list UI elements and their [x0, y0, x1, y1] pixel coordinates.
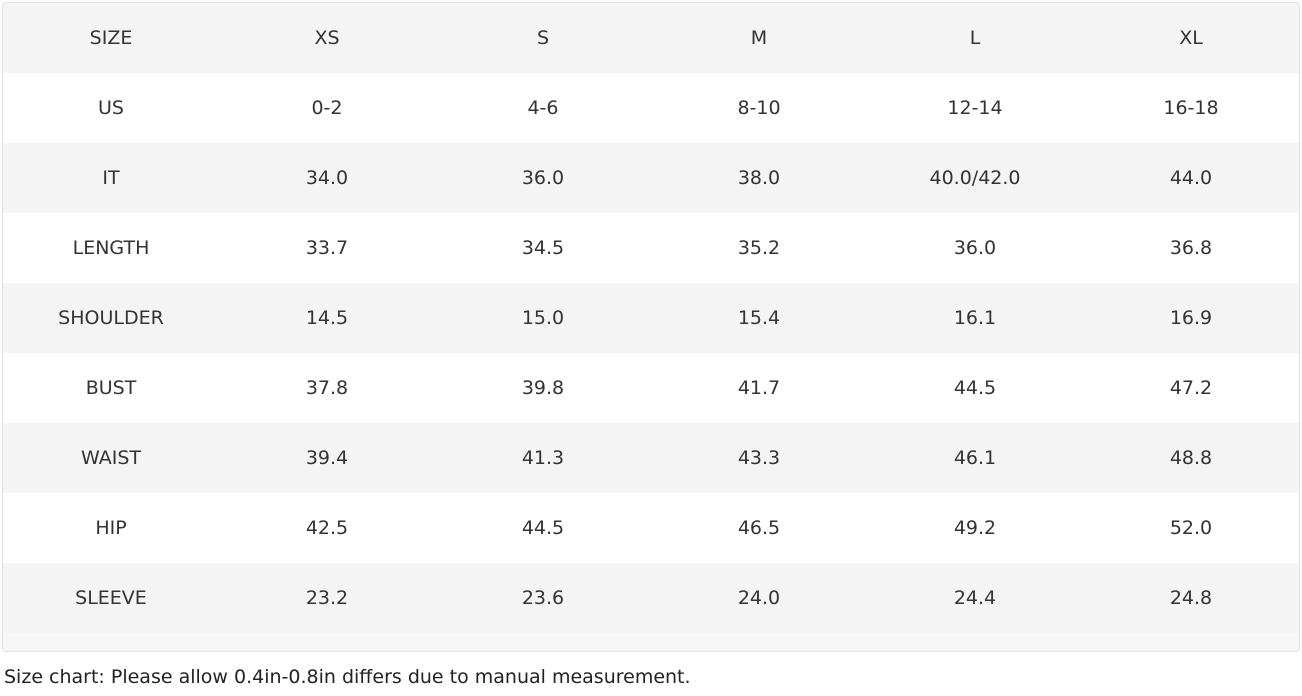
table-row: HIP 42.5 44.5 46.5 49.2 52.0 — [3, 493, 1299, 563]
cell: 14.5 — [219, 283, 435, 353]
table-row: BUST 37.8 39.8 41.7 44.5 47.2 — [3, 353, 1299, 423]
cell: 47.2 — [1083, 353, 1299, 423]
cell: 43.3 — [651, 423, 867, 493]
row-label: BUST — [3, 353, 219, 423]
cell: 44.5 — [867, 353, 1083, 423]
row-label: SHOULDER — [3, 283, 219, 353]
cell: 46.5 — [651, 493, 867, 563]
cell: 38.0 — [651, 143, 867, 213]
cell: 16.9 — [1083, 283, 1299, 353]
cell: 39.8 — [435, 353, 651, 423]
cell: XL — [1083, 3, 1299, 73]
cell: L — [867, 3, 1083, 73]
cell: 40.0/42.0 — [867, 143, 1083, 213]
table-row: SHOULDER 14.5 15.0 15.4 16.1 16.9 — [3, 283, 1299, 353]
cell: XS — [219, 3, 435, 73]
cell: 49.2 — [867, 493, 1083, 563]
table-row: LENGTH 33.7 34.5 35.2 36.0 36.8 — [3, 213, 1299, 283]
table-row: US 0-2 4-6 8-10 12-14 16-18 — [3, 73, 1299, 143]
cell: 4-6 — [435, 73, 651, 143]
cell: 52.0 — [1083, 493, 1299, 563]
cell: 23.6 — [435, 563, 651, 633]
cell: 33.7 — [219, 213, 435, 283]
cell: 35.2 — [651, 213, 867, 283]
cell: 36.8 — [1083, 213, 1299, 283]
cell: 37.8 — [219, 353, 435, 423]
cell: 16.1 — [867, 283, 1083, 353]
cell: 24.4 — [867, 563, 1083, 633]
cell: 46.1 — [867, 423, 1083, 493]
caption: Size chart: Please allow 0.4in-0.8in dif… — [4, 666, 691, 688]
cell: 34.5 — [435, 213, 651, 283]
cell: 41.3 — [435, 423, 651, 493]
row-label: SIZE — [3, 3, 219, 73]
cell: 15.0 — [435, 283, 651, 353]
row-label: WAIST — [3, 423, 219, 493]
cell: 39.4 — [219, 423, 435, 493]
cell: 34.0 — [219, 143, 435, 213]
table-row: IT 34.0 36.0 38.0 40.0/42.0 44.0 — [3, 143, 1299, 213]
cell: 15.4 — [651, 283, 867, 353]
row-label: HIP — [3, 493, 219, 563]
cell: 24.0 — [651, 563, 867, 633]
cell: 0-2 — [219, 73, 435, 143]
table-row: WAIST 39.4 41.3 43.3 46.1 48.8 — [3, 423, 1299, 493]
row-label: LENGTH — [3, 213, 219, 283]
cell: 12-14 — [867, 73, 1083, 143]
row-label: US — [3, 73, 219, 143]
cell: 41.7 — [651, 353, 867, 423]
cell: S — [435, 3, 651, 73]
cell: 24.8 — [1083, 563, 1299, 633]
size-table: SIZE XS S M L XL US 0-2 4-6 8-10 12-14 16-18 IT 34.0 3… — [3, 3, 1299, 633]
row-label: IT — [3, 143, 219, 213]
cell: 42.5 — [219, 493, 435, 563]
cell: 36.0 — [867, 213, 1083, 283]
cell: 16-18 — [1083, 73, 1299, 143]
cell: M — [651, 3, 867, 73]
size-chart: SIZE XS S M L XL US 0-2 4-6 8-10 12-14 16-18 IT 34.0 3… — [2, 2, 1300, 652]
cell: 8-10 — [651, 73, 867, 143]
cell: 23.2 — [219, 563, 435, 633]
cell: 44.0 — [1083, 143, 1299, 213]
table-row: SIZE XS S M L XL — [3, 3, 1299, 73]
cell: 44.5 — [435, 493, 651, 563]
cell: 48.8 — [1083, 423, 1299, 493]
row-label: SLEEVE — [3, 563, 219, 633]
cell: 36.0 — [435, 143, 651, 213]
table-row: SLEEVE 23.2 23.6 24.0 24.4 24.8 — [3, 563, 1299, 633]
